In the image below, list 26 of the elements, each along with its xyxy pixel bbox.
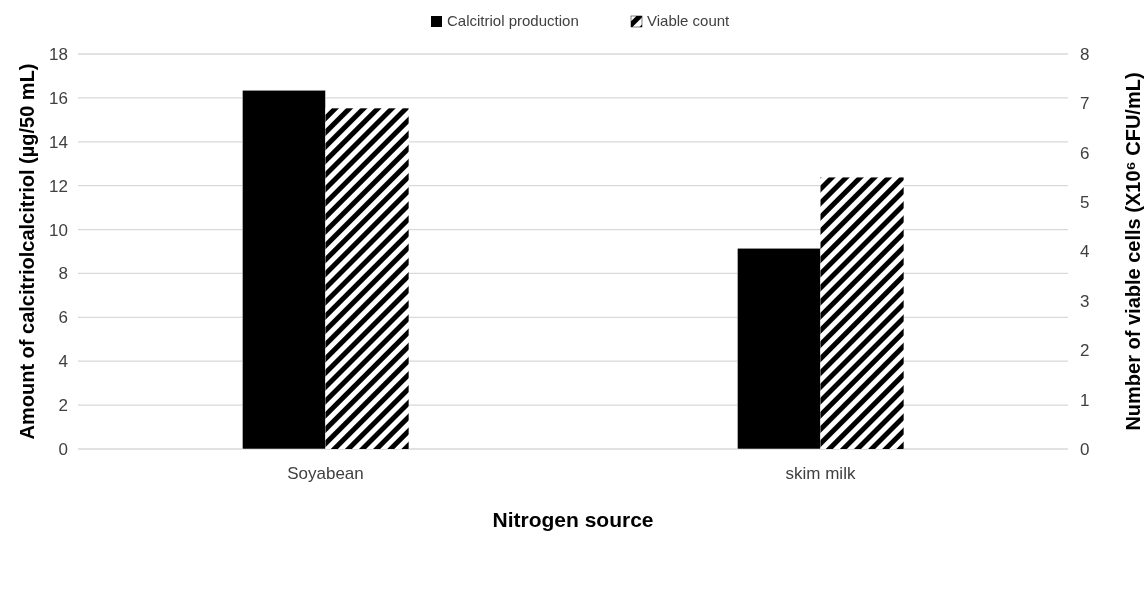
y-tick-label: 4 (58, 352, 68, 372)
y2-axis-title: Number of viable cells (X10⁶ CFU/mL) (1122, 72, 1144, 431)
y2-tick-label: 8 (1080, 44, 1090, 64)
y2-tick-label: 2 (1080, 341, 1090, 361)
y-tick-label: 10 (49, 220, 68, 240)
y-tick-label: 6 (58, 308, 68, 328)
y-tick-label: 8 (58, 264, 68, 284)
y2-tick-label: 4 (1080, 242, 1090, 262)
y-tick-label: 0 (58, 439, 68, 459)
y2-tick-label: 3 (1080, 291, 1090, 311)
legend-label: Viable count (647, 12, 731, 29)
y-axis-title: Amount of calcitriolcalcitriol (µg/50 mL) (16, 63, 38, 440)
y-tick-label: 18 (49, 44, 68, 64)
y-tick-label: 12 (49, 176, 68, 196)
x-axis-title: Nitrogen source (492, 508, 654, 531)
y2-tick-label: 6 (1080, 143, 1090, 163)
y2-tick-label: 7 (1080, 94, 1090, 114)
x-tick-label: skim milk (785, 464, 856, 483)
y-tick-label: 16 (49, 88, 68, 108)
y-tick-label: 14 (49, 132, 68, 152)
y2-tick-label: 5 (1080, 193, 1090, 213)
x-tick-label: Soyabean (287, 464, 364, 483)
legend-label: Calcitriol production (447, 12, 579, 29)
y2-tick-label: 1 (1080, 390, 1090, 410)
y-tick-label: 2 (58, 396, 68, 416)
y2-tick-label: 0 (1080, 439, 1090, 459)
